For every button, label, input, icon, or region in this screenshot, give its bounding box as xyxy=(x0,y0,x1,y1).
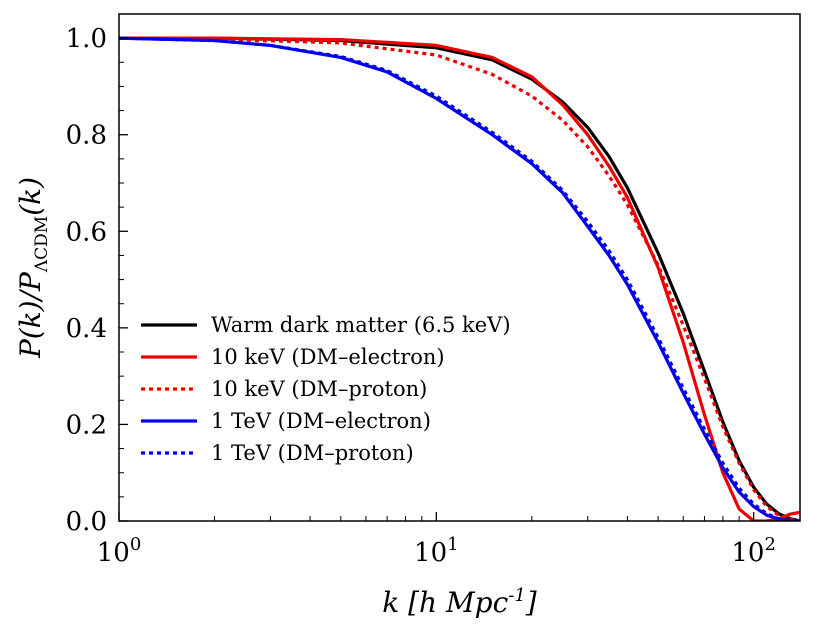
x-tick-label: 100 xyxy=(97,534,142,568)
series-line-2 xyxy=(119,36,800,521)
y-tick-label: 0.6 xyxy=(66,217,107,247)
labels-layer: 100 101 102 0.0 0.2 0.4 0.6 0.8 1.0 k [h Mpc-1] P(… xyxy=(14,24,776,619)
y-tick-label: 0.8 xyxy=(66,121,107,151)
x-tick-label: 102 xyxy=(731,534,776,568)
y-axis-label: P(k)/PΛCDM(k) xyxy=(14,177,52,359)
plot-frame xyxy=(118,13,801,522)
series-line-3 xyxy=(119,36,800,521)
legend-label: 1 TeV (DM–proton) xyxy=(211,441,414,465)
y-tick-label: 0.4 xyxy=(66,314,107,344)
legend-label: 1 TeV (DM–electron) xyxy=(211,409,431,433)
y-tick-label: 1.0 xyxy=(66,24,107,54)
legend-label: Warm dark matter (6.5 keV) xyxy=(211,313,511,337)
y-tick-label: 0.0 xyxy=(66,507,107,537)
x-axis-label: k [h Mpc-1] xyxy=(382,585,537,619)
x-tick-label: 101 xyxy=(414,534,459,568)
legend-label: 10 keV (DM–proton) xyxy=(211,377,427,401)
legend: Warm dark matter (6.5 keV) 10 keV (DM–ele… xyxy=(141,313,511,465)
series-line-4 xyxy=(119,36,800,521)
legend-label: 10 keV (DM–electron) xyxy=(211,345,445,369)
y-tick-label: 0.2 xyxy=(66,410,107,440)
ticks-layer xyxy=(118,37,755,522)
series-layer xyxy=(119,36,800,521)
